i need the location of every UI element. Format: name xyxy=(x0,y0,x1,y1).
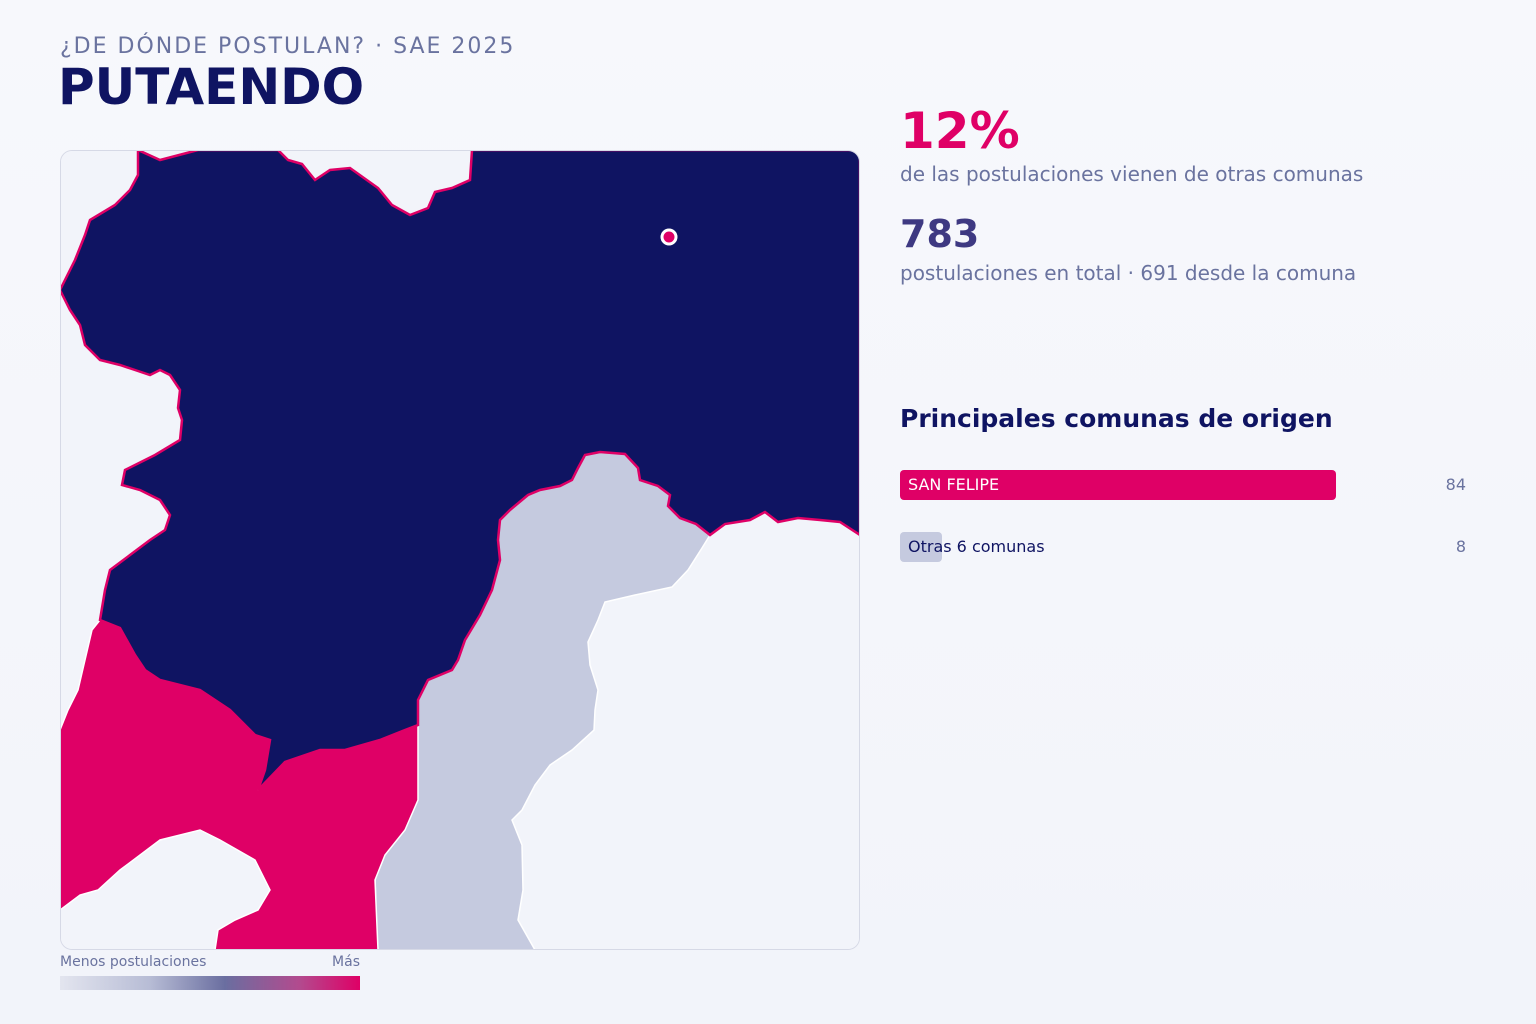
origin-label: Otras 6 comunas xyxy=(908,537,1045,556)
page-kicker: ¿DE DÓNDE POSTULAN? · SAE 2025 xyxy=(60,34,516,59)
total-applications: 783 xyxy=(900,212,980,256)
origin-bar xyxy=(900,470,1336,500)
external-percentage: 12% xyxy=(900,102,1020,160)
legend-low-label: Menos postulaciones xyxy=(60,954,207,970)
total-applications-caption: postulaciones en total · 691 desde la co… xyxy=(900,261,1357,285)
region-putaendo[interactable] xyxy=(60,150,860,791)
origin-value: 8 xyxy=(1455,537,1466,556)
legend-labels: Menos postulaciones Más xyxy=(60,954,360,970)
legend-gradient-bar xyxy=(60,976,360,990)
origin-row-san-felipe[interactable]: SAN FELIPE 84 xyxy=(900,470,1466,500)
legend-high-label: Más xyxy=(332,954,360,970)
origin-bar xyxy=(900,532,942,562)
page-title: PUTAENDO xyxy=(58,58,365,116)
origin-value: 84 xyxy=(1445,475,1466,494)
origins-title: Principales comunas de origen xyxy=(900,404,1333,433)
external-percentage-caption: de las postulaciones vienen de otras com… xyxy=(900,162,1364,186)
commune-location-marker[interactable] xyxy=(660,228,677,245)
map-panel xyxy=(60,150,860,950)
origin-row-otras[interactable]: Otras 6 comunas 8 xyxy=(900,532,1466,562)
origin-label: SAN FELIPE xyxy=(908,475,1000,494)
commune-map xyxy=(60,150,860,949)
map-legend: Menos postulaciones Más xyxy=(60,954,360,990)
